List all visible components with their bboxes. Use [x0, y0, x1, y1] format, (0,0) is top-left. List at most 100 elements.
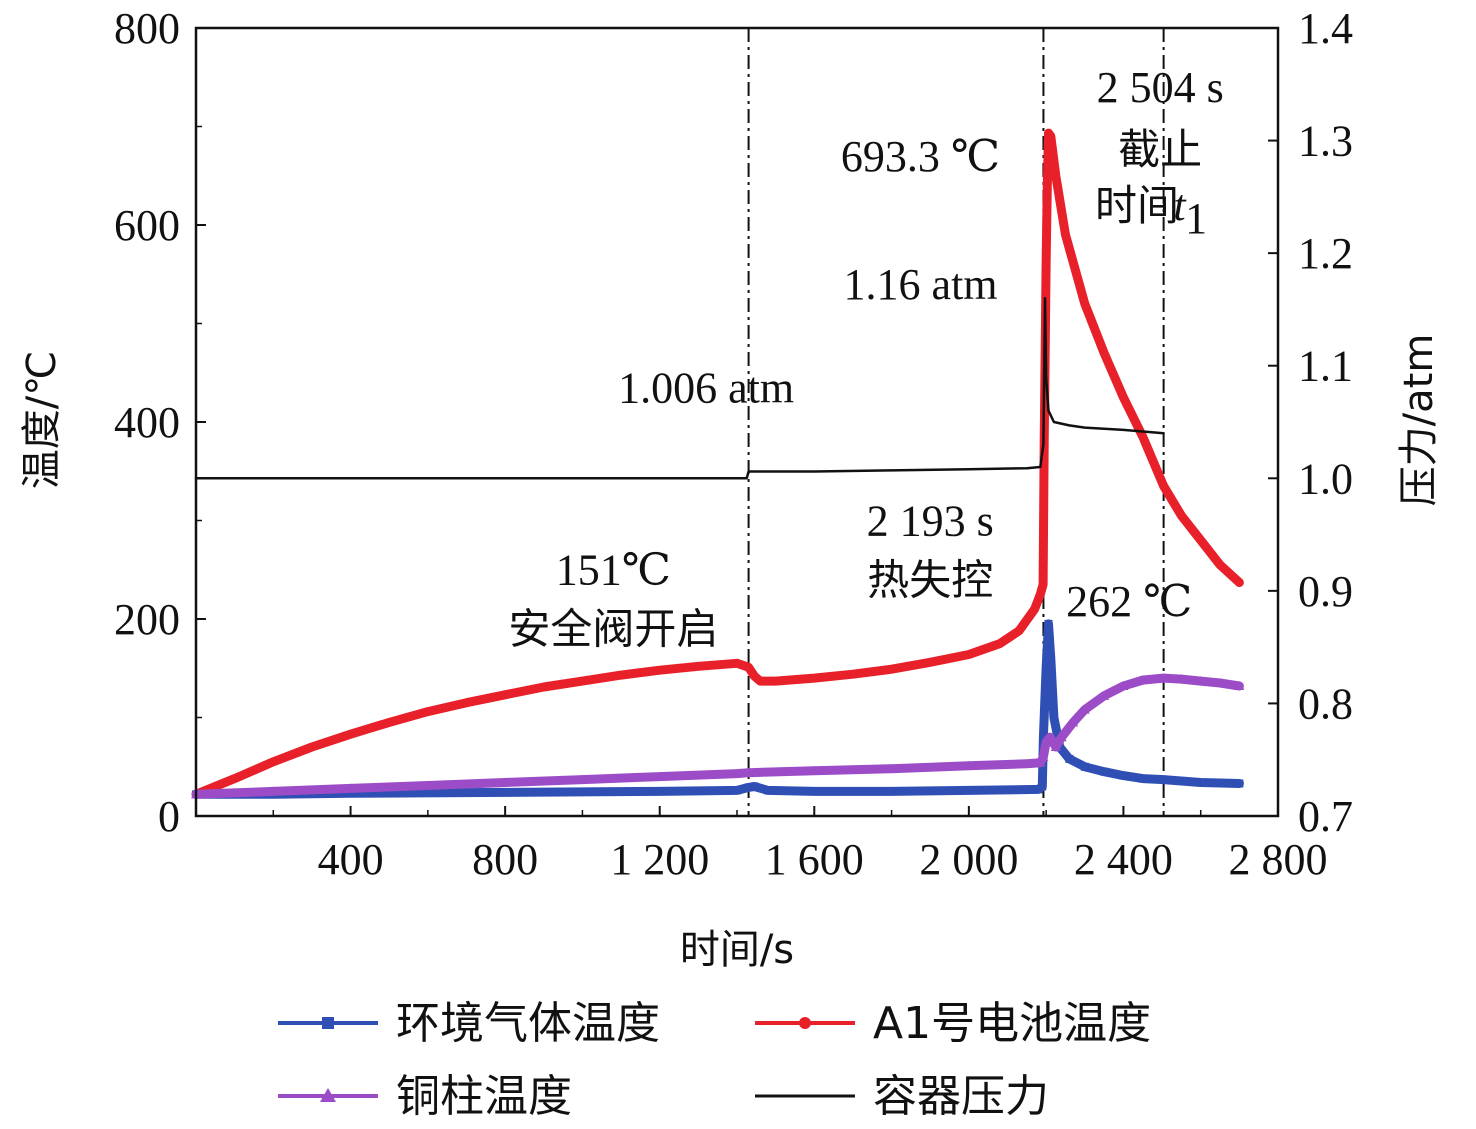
series-0-point-26	[1196, 778, 1205, 787]
series-2-point-8	[743, 767, 754, 777]
series-1-point-10	[578, 677, 587, 686]
series-0-point-24	[1138, 774, 1147, 783]
series-0-point-15	[1042, 664, 1051, 673]
series-2-point-6	[654, 771, 665, 781]
series-0-point-22	[1100, 767, 1109, 776]
legend-marker-2	[320, 1088, 336, 1102]
x-tick-label-1: 800	[472, 835, 538, 884]
y-right-tick-label-1: 0.8	[1298, 679, 1353, 728]
series-1-point-38	[1119, 393, 1128, 402]
series-1-point-7	[462, 698, 471, 707]
series-0-point-6	[744, 783, 753, 792]
series-2-point-3	[422, 780, 433, 790]
series-2-point-7	[732, 768, 742, 778]
series-0-point-13	[1038, 782, 1047, 791]
y-left-tick-label-0: 0	[158, 792, 180, 841]
series-1-point-18	[771, 677, 780, 686]
annotation-8: 2 504 s	[1097, 63, 1224, 112]
legend-label-0: 环境气体温度	[396, 998, 660, 1049]
series-1-point-35	[1061, 230, 1070, 239]
series-1-point-20	[848, 670, 857, 679]
series-2-point-25	[1176, 674, 1187, 684]
series-0-point-25	[1159, 775, 1168, 784]
series-0-point-9	[810, 787, 819, 796]
series-1-point-24	[995, 639, 1004, 648]
legend-marker-1	[799, 1017, 811, 1029]
x-axis-title: 时间/s	[680, 927, 794, 973]
y-right-tick-label-6: 1.3	[1298, 117, 1353, 166]
legend-label-3: 容器压力	[873, 1071, 1049, 1122]
series-2-point-28	[1234, 680, 1245, 690]
series-0-point-21	[1080, 762, 1089, 771]
series-0-point-2	[346, 789, 355, 798]
series-2-point-22	[1118, 680, 1129, 690]
series-1-point-23	[964, 650, 973, 659]
series-line-1	[191, 128, 1244, 799]
series-1-point-17	[756, 677, 765, 686]
series-1-point-40	[1159, 482, 1168, 491]
annotation-3: 2 193 s	[867, 496, 994, 545]
series-1-point-41	[1177, 511, 1186, 520]
series-1-point-8	[501, 690, 510, 699]
series-2-point-4	[500, 777, 511, 787]
series-1-point-5	[385, 718, 394, 727]
y-left-tick-label-4: 800	[114, 4, 180, 53]
series-0-point-7	[750, 782, 759, 791]
annotation-12: 1	[1185, 194, 1207, 243]
series-1-point-6	[423, 707, 432, 716]
series-1-point-11	[617, 671, 626, 680]
series-1-point-39	[1138, 432, 1147, 441]
series-2-point-15	[1041, 737, 1052, 747]
series-1-point-25	[1015, 626, 1024, 635]
series-0-point-23	[1119, 771, 1128, 780]
series-line-3	[194, 296, 1165, 480]
series-1-point-12	[655, 666, 664, 675]
y-right-tick-label-4: 1.1	[1298, 342, 1353, 391]
y-left-tick-label-1: 200	[114, 595, 180, 644]
series-1-point-9	[539, 682, 548, 691]
series-0-point-3	[501, 788, 510, 797]
series-0-point-18	[1049, 713, 1058, 722]
series-1-point-3	[307, 743, 316, 752]
annotation-6: 693.3 ℃	[841, 132, 1000, 181]
annotation-9: 截止	[1118, 125, 1202, 174]
y-right-tick-label-5: 1.2	[1298, 229, 1353, 278]
annotation-11: t	[1173, 181, 1187, 230]
series-1-point-4	[346, 730, 355, 739]
y-axis-right-title: 压力/atm	[1396, 334, 1442, 507]
series-2-point-21	[1099, 690, 1110, 700]
series-2-point-2	[345, 783, 356, 793]
series-1-point-21	[887, 665, 896, 674]
legend-label-1: A1号电池温度	[873, 998, 1151, 1049]
series-0-point-11	[964, 786, 973, 795]
y-right-tick-label-0: 0.7	[1298, 792, 1353, 841]
series-2-point-27	[1215, 678, 1226, 688]
annotation-0: 1.006 atm	[618, 363, 794, 412]
legend-label-2: 铜柱温度	[396, 1071, 572, 1122]
series-2-point-26	[1195, 676, 1206, 686]
series-0-point-10	[887, 787, 896, 796]
series-1-point-30	[1042, 260, 1051, 269]
series-2-point-11	[963, 760, 974, 770]
plot-frame	[194, 26, 1280, 818]
series-1-point-2	[269, 757, 278, 766]
y-right-tick-label-7: 1.4	[1298, 4, 1353, 53]
x-tick-label-0: 400	[318, 835, 384, 884]
series-1-point-14	[733, 659, 741, 668]
series-2-point-13	[1035, 757, 1046, 767]
x-tick-label-2: 1 200	[610, 835, 709, 884]
series-0-point-27	[1235, 779, 1244, 788]
annotation-1: 151℃	[556, 546, 671, 595]
series-2-point-23	[1137, 675, 1148, 685]
legend-marker-0	[322, 1017, 334, 1029]
series-2-point-5	[577, 774, 588, 784]
series-1-point-33	[1046, 132, 1055, 141]
series-1-point-22	[926, 658, 935, 667]
series-2-point-10	[886, 763, 897, 773]
x-tick-label-6: 2 800	[1229, 835, 1328, 884]
series-2-point-18	[1056, 732, 1067, 742]
y-left-tick-label-3: 600	[114, 201, 180, 250]
series-2-point-19	[1068, 717, 1079, 727]
